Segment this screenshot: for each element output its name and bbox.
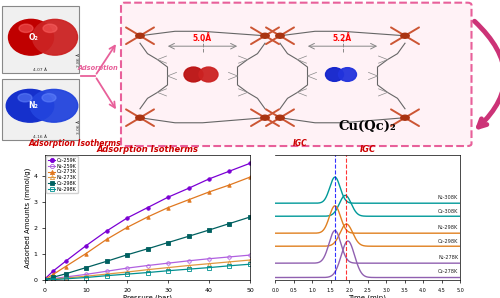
Text: IGC: IGC — [292, 139, 308, 148]
Text: O₂-278K: O₂-278K — [438, 269, 458, 274]
Y-axis label: Adsorbed Amounts (mmol/g): Adsorbed Amounts (mmol/g) — [24, 167, 30, 268]
Text: Adsorption Isotherms: Adsorption Isotherms — [28, 139, 122, 148]
Ellipse shape — [401, 115, 409, 120]
Text: 3.06 Å: 3.06 Å — [76, 120, 80, 134]
X-axis label: Pressure (bar): Pressure (bar) — [123, 294, 172, 298]
Text: N₂-298K: N₂-298K — [438, 225, 458, 230]
Text: 5.2Å: 5.2Å — [333, 34, 352, 43]
Text: O₂-298K: O₂-298K — [438, 239, 458, 244]
FancyBboxPatch shape — [121, 3, 472, 146]
Text: O₂: O₂ — [29, 33, 39, 42]
Ellipse shape — [6, 89, 54, 122]
Ellipse shape — [136, 115, 144, 120]
Ellipse shape — [42, 94, 56, 102]
Ellipse shape — [19, 24, 33, 32]
FancyArrowPatch shape — [474, 21, 500, 127]
Text: 2.86 Å: 2.86 Å — [76, 53, 80, 66]
FancyBboxPatch shape — [2, 6, 79, 73]
Text: N₂-278K: N₂-278K — [438, 255, 458, 260]
Text: Adsorption: Adsorption — [77, 65, 118, 71]
Ellipse shape — [136, 33, 144, 38]
Text: N₂: N₂ — [28, 101, 38, 110]
Ellipse shape — [184, 67, 203, 82]
Ellipse shape — [32, 19, 78, 55]
X-axis label: Time (min): Time (min) — [348, 294, 387, 298]
Text: 5.0Å: 5.0Å — [193, 34, 212, 43]
Text: O₂-308K: O₂-308K — [438, 209, 458, 214]
Ellipse shape — [18, 94, 32, 102]
Title: Adsorption Isotherms: Adsorption Isotherms — [96, 145, 198, 154]
Text: N₂-308K: N₂-308K — [438, 195, 458, 201]
Ellipse shape — [338, 68, 356, 81]
Text: 2.88 Å: 2.88 Å — [0, 38, 2, 52]
Ellipse shape — [326, 68, 344, 81]
Text: Cu(Qc)₂: Cu(Qc)₂ — [338, 120, 396, 133]
Ellipse shape — [30, 89, 78, 122]
Text: 3.00 Å: 3.00 Å — [0, 105, 2, 119]
Ellipse shape — [401, 33, 409, 38]
Ellipse shape — [43, 24, 57, 32]
Ellipse shape — [276, 33, 284, 38]
Ellipse shape — [261, 33, 269, 38]
Text: 4.07 Å: 4.07 Å — [33, 68, 47, 72]
FancyBboxPatch shape — [2, 79, 79, 140]
Legend: O₂-259K, N₂-259K, O₂-273K, N₂-273K, O₂-298K, N₂-298K: O₂-259K, N₂-259K, O₂-273K, N₂-273K, O₂-2… — [46, 156, 78, 193]
Ellipse shape — [8, 19, 54, 55]
Ellipse shape — [261, 115, 269, 120]
Ellipse shape — [199, 67, 218, 82]
Title: IGC: IGC — [360, 145, 376, 154]
Text: 4.16 Å: 4.16 Å — [33, 136, 47, 139]
Ellipse shape — [276, 115, 284, 120]
